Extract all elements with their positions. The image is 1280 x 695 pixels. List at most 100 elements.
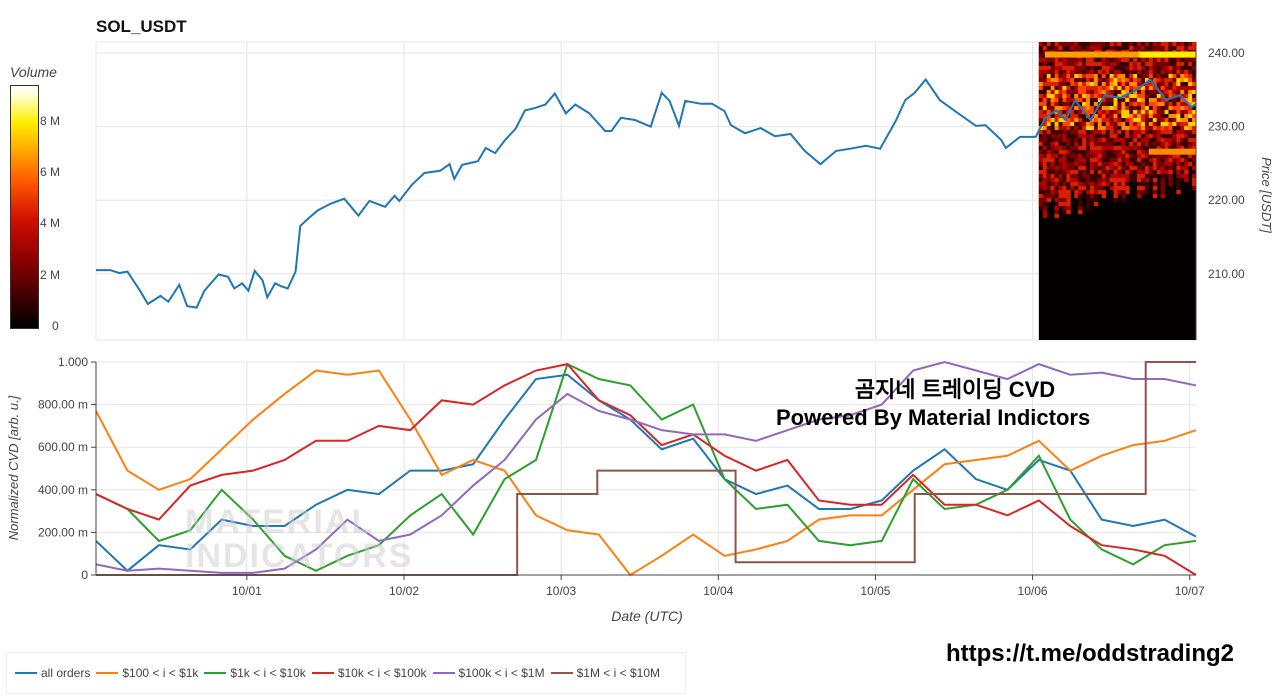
heatmap-cell [1058, 86, 1063, 91]
heatmap-cell [1125, 62, 1130, 67]
heatmap-cell [1192, 130, 1197, 135]
heatmap-cell [1168, 46, 1173, 51]
heatmap-cell [1109, 102, 1114, 107]
heatmap-cell [1046, 62, 1052, 67]
heatmap-cell [1089, 170, 1095, 175]
legend-item[interactable]: $10k < i < $100k [311, 666, 427, 680]
legend-item[interactable]: $1M < i < $10M [550, 666, 660, 680]
heatmap-cell [1133, 138, 1138, 143]
heatmap-cell [1152, 126, 1158, 131]
heatmap-cell [1141, 130, 1146, 135]
heatmap-cell [1050, 190, 1056, 195]
heatmap-cell [1160, 106, 1166, 111]
heatmap-cell [1176, 138, 1181, 143]
heatmap-cell [1062, 174, 1067, 179]
heatmap-cell [1101, 42, 1107, 47]
heatmap-cell [1046, 190, 1052, 195]
heatmap-cell [1074, 70, 1079, 75]
heatmap-cell [1152, 158, 1158, 163]
heatmap-cell [1156, 66, 1162, 71]
heatmap-cell [1046, 186, 1052, 191]
heatmap-cell [1038, 98, 1044, 103]
heatmap-cell [1168, 146, 1173, 151]
heatmap-cell [1164, 42, 1169, 47]
heatmap-cell [1046, 98, 1052, 103]
legend-item[interactable]: $1k < i < $10k [204, 666, 306, 680]
heatmap-cell [1086, 150, 1091, 155]
heatmap-cell [1184, 94, 1189, 99]
heatmap-cell [1074, 58, 1079, 63]
x-tick-label: 10/04 [703, 584, 733, 598]
heatmap-cell [1070, 62, 1075, 67]
heatmap-cell [1109, 106, 1114, 111]
heatmap-cell [1054, 94, 1059, 99]
heatmap-cell [1082, 134, 1087, 139]
heatmap-cell [1168, 182, 1173, 187]
heatmap-cell [1046, 162, 1052, 167]
heatmap-cell [1144, 142, 1150, 147]
heatmap-cell [1050, 182, 1056, 187]
heatmap-cell [1082, 74, 1087, 79]
watermark-title: 곰지네 트레이딩 CVD [854, 377, 1056, 402]
heatmap-cell [1058, 122, 1063, 127]
telegram-link[interactable]: https://t.me/oddstrading2 [946, 640, 1234, 667]
heatmap-cell [1152, 146, 1158, 151]
heatmap-cell [1192, 154, 1197, 159]
heatmap-cell [1050, 86, 1056, 91]
heatmap-cell [1078, 142, 1083, 147]
heatmap-cell [1066, 182, 1071, 187]
heatmap-cell [1066, 94, 1071, 99]
heatmap-cell [1089, 142, 1095, 147]
heatmap-cell [1097, 182, 1103, 187]
heatmap-cell [1054, 66, 1059, 71]
heatmap-cell [1089, 194, 1095, 199]
heatmap-cell [1160, 166, 1166, 171]
heatmap-cell [1125, 170, 1130, 175]
heatmap-cell [1117, 94, 1122, 99]
heatmap-cell [1042, 190, 1048, 195]
heatmap-cell [1038, 190, 1044, 195]
heatmap-cell [1054, 42, 1059, 47]
heatmap-cell [1046, 150, 1052, 155]
heatmap-cell [1082, 78, 1087, 83]
heatmap-cell [1101, 102, 1107, 107]
heatmap-cell [1137, 90, 1142, 95]
cvd-line [95, 360, 1197, 574]
heatmap-cell [1160, 78, 1166, 83]
heatmap-cell [1141, 94, 1146, 99]
heatmap-cell [1125, 114, 1130, 119]
heatmap-cell [1129, 62, 1134, 67]
heatmap-cell [1050, 118, 1056, 123]
heatmap-cell [1192, 58, 1197, 63]
heatmap-cell [1105, 74, 1111, 79]
heatmap-cell [1156, 94, 1162, 99]
heatmap-cell [1058, 150, 1063, 155]
heatmap-cell [1054, 62, 1059, 67]
heatmap-cell [1050, 78, 1056, 83]
heatmap-cell [1086, 122, 1091, 127]
heatmap-cell [1160, 46, 1166, 51]
heatmap-cell [1066, 190, 1071, 195]
heatmap-cell [1070, 82, 1075, 87]
heatmap-cell [1058, 138, 1063, 143]
heatmap-cell [1054, 194, 1059, 199]
legend-item[interactable]: all orders [15, 666, 90, 680]
heatmap-cell [1097, 138, 1103, 143]
heatmap-cell [1117, 70, 1122, 75]
heatmap-cell [1109, 42, 1114, 47]
heatmap-cell [1062, 98, 1067, 103]
heatmap-cell [1086, 106, 1091, 111]
legend-item[interactable]: $100k < i < $1M [432, 666, 545, 680]
heatmap-cell [1168, 122, 1173, 127]
heatmap-cell [1137, 82, 1142, 87]
heatmap-cell [1070, 162, 1075, 167]
heatmap-cell [1058, 170, 1063, 175]
heatmap-cell [1192, 86, 1197, 91]
heatmap-cell [1129, 66, 1134, 71]
heatmap-cell [1058, 154, 1063, 159]
heatmap-cell [1089, 178, 1095, 183]
heatmap-cell [1050, 138, 1056, 143]
heatmap-cell [1180, 62, 1185, 67]
heatmap-cell [1089, 126, 1095, 131]
legend-item[interactable]: $100 < i < $1k [96, 666, 198, 680]
